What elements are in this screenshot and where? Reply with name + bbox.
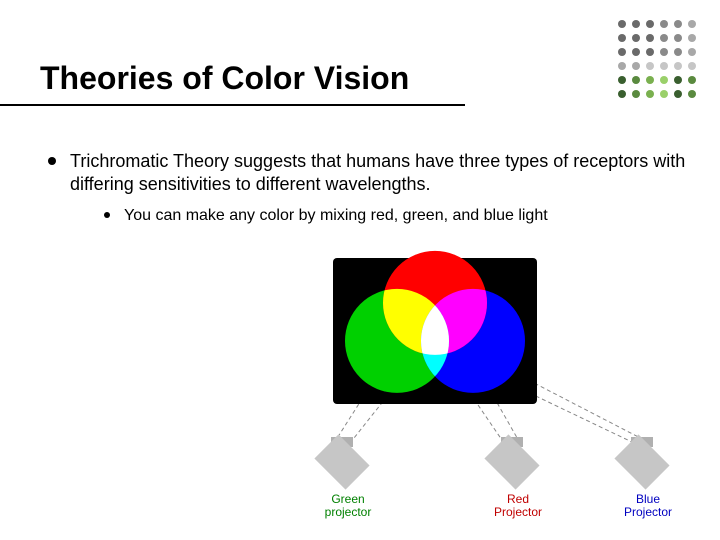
- bullet-sub-text: You can make any color by mixing red, gr…: [124, 206, 548, 227]
- projector-label: RedProjector: [484, 493, 552, 519]
- rgb-diagram-svg: [260, 240, 680, 520]
- slide-title: Theories of Color Vision: [40, 60, 409, 97]
- bullet-sub: You can make any color by mixing red, gr…: [104, 206, 684, 227]
- title-underline: [0, 104, 465, 106]
- bullet-icon: [48, 157, 56, 165]
- decorative-dot-grid: [618, 20, 698, 100]
- bullet-main-text: Trichromatic Theory suggests that humans…: [70, 150, 688, 197]
- bullet-main: Trichromatic Theory suggests that humans…: [48, 150, 688, 197]
- bullet-icon: [104, 212, 110, 218]
- rgb-diagram: Greenprojector RedProjector BlueProjector: [260, 240, 680, 520]
- projector-label: Greenprojector: [314, 493, 382, 519]
- projector-label: BlueProjector: [614, 493, 682, 519]
